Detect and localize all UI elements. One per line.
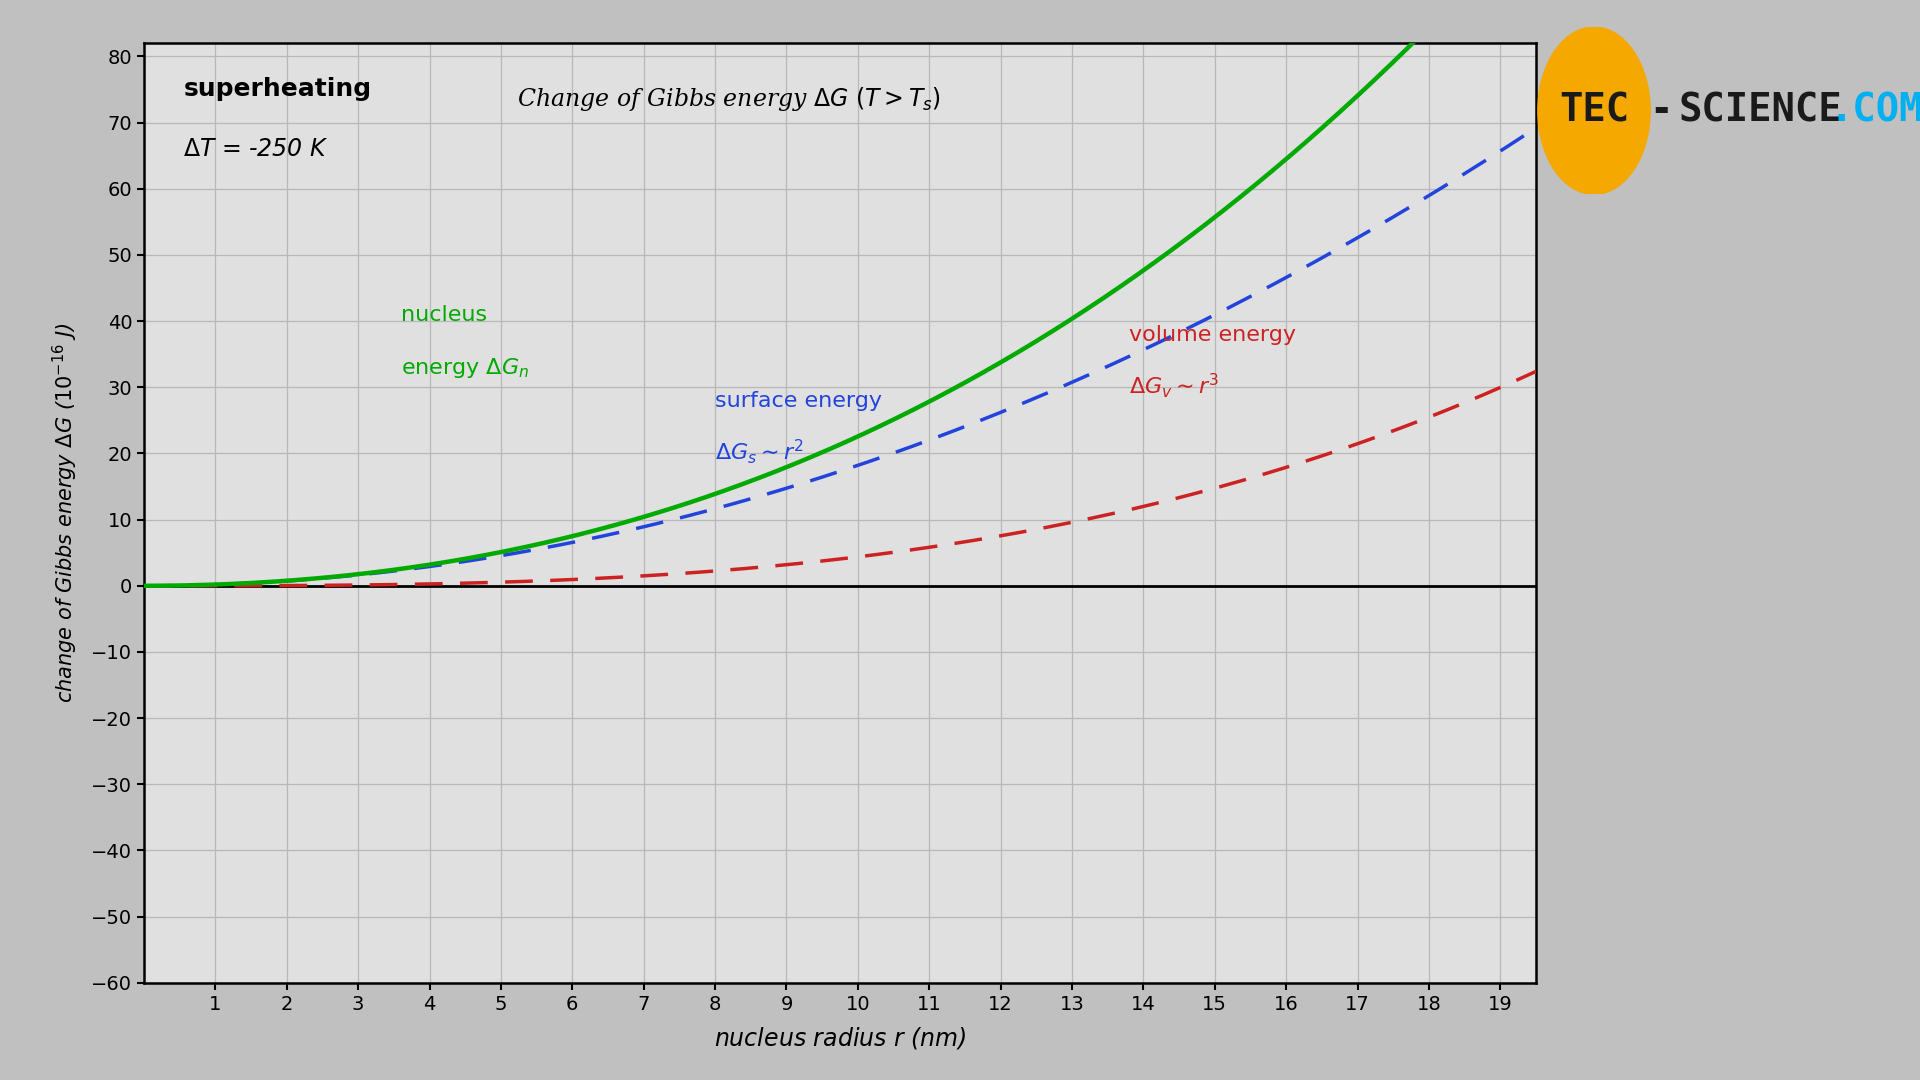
Text: -: - xyxy=(1649,92,1672,130)
Text: TEC: TEC xyxy=(1559,92,1628,130)
Circle shape xyxy=(1538,27,1649,194)
Text: volume energy: volume energy xyxy=(1129,325,1296,345)
Y-axis label: change of Gibbs energy $\Delta G$ ($10^{-16}$ J): change of Gibbs energy $\Delta G$ ($10^{… xyxy=(50,323,81,703)
Text: energy $\Delta G_n$: energy $\Delta G_n$ xyxy=(401,356,530,380)
Text: Change of Gibbs energy $\Delta G$ $(T > T_s)$: Change of Gibbs energy $\Delta G$ $(T > … xyxy=(516,85,941,113)
Text: nucleus: nucleus xyxy=(401,306,488,325)
Text: surface energy: surface energy xyxy=(714,391,881,411)
Text: $\Delta G_v$$\sim$$r^3$: $\Delta G_v$$\sim$$r^3$ xyxy=(1129,372,1219,401)
Text: superheating: superheating xyxy=(182,77,371,102)
Text: $\Delta G_s$$\sim$$r^2$: $\Delta G_s$$\sim$$r^2$ xyxy=(714,437,804,467)
Text: SCIENCE: SCIENCE xyxy=(1678,92,1843,130)
Text: $\Delta T$ = -250 K: $\Delta T$ = -250 K xyxy=(182,137,328,161)
Text: .COM: .COM xyxy=(1830,92,1920,130)
X-axis label: nucleus radius $r$ (nm): nucleus radius $r$ (nm) xyxy=(714,1025,966,1051)
